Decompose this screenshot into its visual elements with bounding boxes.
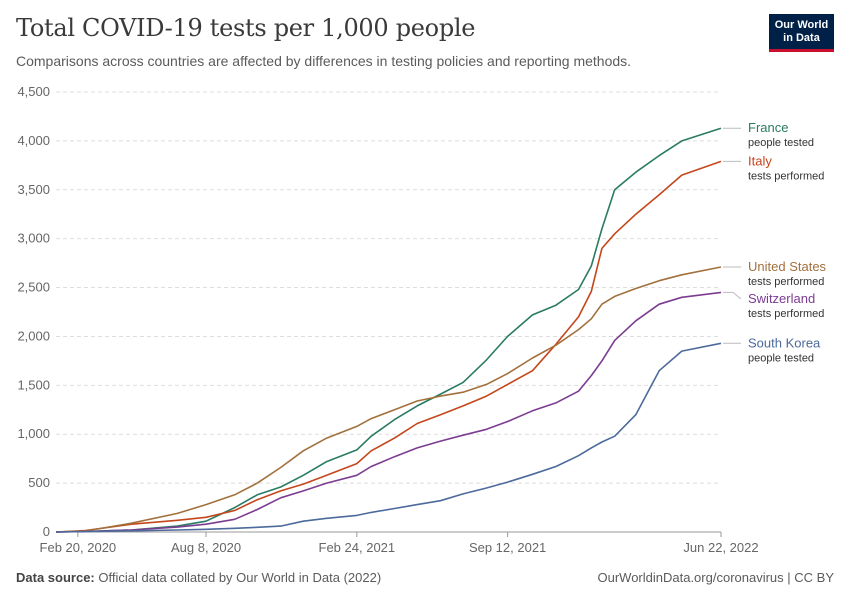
series-note-south-korea: people tested: [748, 352, 814, 364]
series-note-united-states: tests performed: [748, 276, 824, 288]
series-label-united-states: United States: [748, 259, 827, 274]
y-tick-label: 2,500: [17, 280, 50, 295]
owid-logo[interactable]: Our World in Data: [769, 14, 834, 52]
y-tick-label: 1,500: [17, 377, 50, 392]
logo-line-1: Our World: [774, 19, 829, 31]
series-label-south-korea: South Korea: [748, 335, 821, 350]
series-line-italy: [55, 160, 722, 533]
logo-accent-bar: [769, 49, 834, 52]
y-tick-label: 3,500: [17, 182, 50, 197]
series-label-france: France: [748, 120, 788, 135]
footer-link[interactable]: OurWorldinData.org/coronavirus | CC BY: [597, 570, 834, 585]
chart-subtitle: Comparisons across countries are affecte…: [16, 53, 632, 69]
series-note-france: people tested: [748, 137, 814, 149]
y-tick-label: 2,000: [17, 328, 50, 343]
series-label-italy: Italy: [748, 153, 772, 168]
source-label: Data source:: [16, 570, 95, 585]
x-tick-label: Jun 22, 2022: [683, 540, 758, 555]
y-tick-label: 500: [28, 475, 50, 490]
series-line-france: [55, 127, 722, 533]
series-label-switzerland: Switzerland: [748, 291, 815, 306]
x-tick-label: Aug 8, 2020: [171, 540, 241, 555]
y-tick-label: 4,500: [17, 84, 50, 99]
y-tick-label: 0: [43, 524, 50, 539]
x-tick-label: Feb 24, 2021: [319, 540, 396, 555]
y-tick-label: 4,000: [17, 133, 50, 148]
label-connector-switzerland: [723, 291, 742, 300]
source-text: Official data collated by Our World in D…: [98, 570, 382, 585]
y-tick-label: 1,000: [17, 426, 50, 441]
x-tick-label: Feb 20, 2020: [40, 540, 117, 555]
series-line-united-states: [55, 266, 722, 533]
logo-line-2: in Data: [783, 32, 820, 44]
footer-source: Data source: Official data collated by O…: [16, 570, 381, 585]
series-line-south-korea: [55, 342, 722, 533]
chart-title: Total COVID-19 tests per 1,000 people: [16, 14, 476, 42]
x-tick-label: Sep 12, 2021: [469, 540, 546, 555]
y-tick-label: 3,000: [17, 231, 50, 246]
series-note-switzerland: tests performed: [748, 308, 824, 320]
series-line-switzerland: [55, 291, 722, 533]
series-note-italy: tests performed: [748, 170, 824, 182]
